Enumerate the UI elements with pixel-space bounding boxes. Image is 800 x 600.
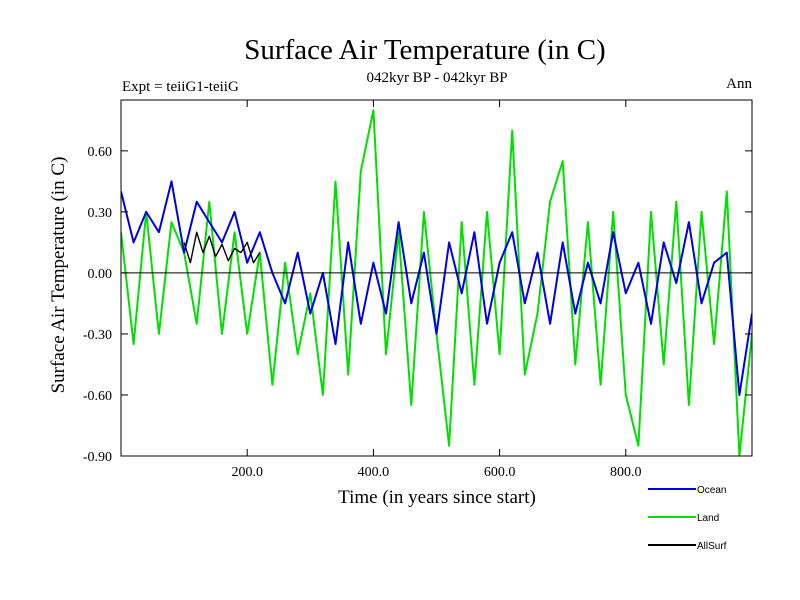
x-tick-label: 600.0: [484, 465, 516, 480]
x-tick-label: 400.0: [358, 465, 390, 480]
y-tick-label: 0.60: [88, 145, 113, 160]
y-tick-label: 0.30: [88, 206, 113, 221]
chart-title: Surface Air Temperature (in C): [244, 34, 605, 66]
plot-frame: [120, 99, 753, 457]
y-axis-label: Surface Air Temperature (in C): [48, 157, 69, 394]
chart-subtitle-experiment: Expt = teiiG1-teiiG: [122, 79, 239, 95]
legend-label-ocean: Ocean: [697, 485, 726, 496]
axis-layer: 200.0 400.0 600.0 800.0 0.60 0.30 0.00 -0.30 -0.…: [83, 100, 752, 480]
legend-label-allsurf: AllSurf: [697, 541, 727, 552]
legend-label-land: Land: [697, 513, 719, 524]
series-layer: [121, 109, 752, 456]
y-tick-label: -0.30: [83, 328, 112, 343]
x-tick-label: 200.0: [231, 465, 263, 480]
y-tick-label: -0.90: [83, 450, 112, 465]
series-line-ocean: [121, 180, 752, 396]
chart-subtitle-season: Ann: [726, 76, 752, 92]
chart-subtitle-period: 042kyr BP - 042kyr BP: [366, 70, 507, 86]
series-line-allsurf: [183, 231, 261, 264]
y-tick-label: 0.00: [88, 267, 113, 282]
x-axis-label: Time (in years since start): [338, 487, 536, 508]
x-tick-label: 800.0: [610, 465, 642, 480]
y-tick-label: -0.60: [83, 389, 112, 404]
legend: Ocean Land AllSurf: [648, 485, 727, 552]
